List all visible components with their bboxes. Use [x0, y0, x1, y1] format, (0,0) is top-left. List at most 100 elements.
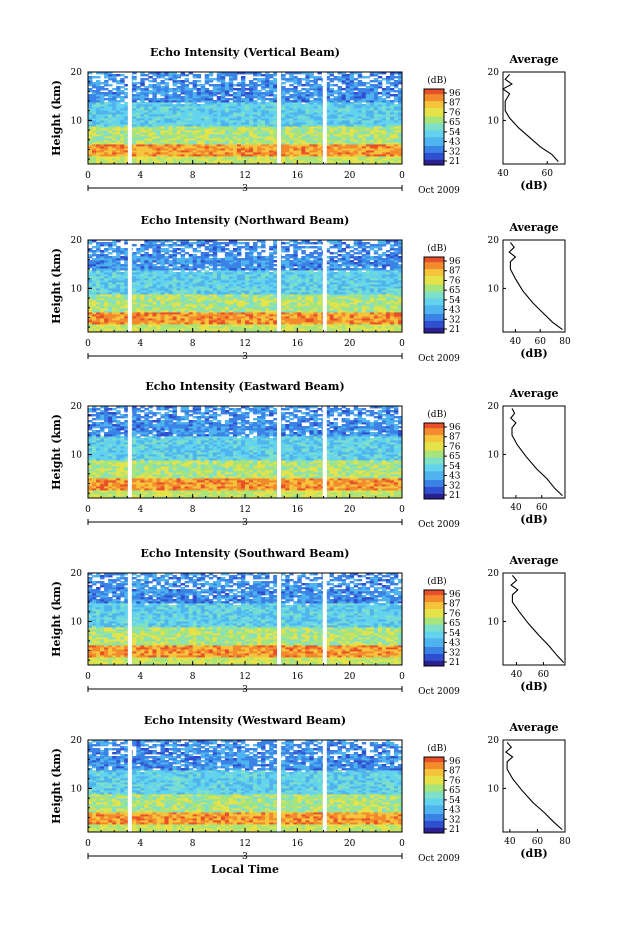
heatmap-cell [236, 162, 242, 165]
heatmap-cell [293, 148, 298, 151]
heatmap-cell [168, 156, 173, 159]
heatmap-cell [132, 112, 137, 115]
heatmap-cell [100, 130, 105, 133]
heatmap-cell [253, 130, 258, 133]
heatmap-cell [329, 120, 334, 123]
heatmap-cell [253, 146, 258, 149]
colorbar-tick-label: 87 [449, 99, 461, 109]
heatmap-cell [361, 112, 367, 115]
heatmap-cell [88, 126, 93, 129]
heatmap-cell [285, 122, 290, 125]
heatmap-cell [200, 122, 206, 125]
heatmap-cell [245, 136, 250, 139]
heatmap-cell [144, 110, 149, 113]
heatmap-cell [341, 124, 347, 127]
heatmap-cell [385, 150, 391, 153]
heatmap-cell [124, 132, 129, 135]
heatmap-cell [245, 124, 250, 127]
heatmap-cell [301, 120, 306, 123]
heatmap-cell [353, 142, 359, 145]
heatmap-cell [172, 156, 177, 159]
heatmap-cell [152, 114, 157, 117]
heatmap-cell [313, 150, 318, 153]
heatmap-cell [108, 120, 113, 123]
heatmap [88, 240, 403, 333]
heatmap-cell [236, 112, 242, 115]
heatmap-cell [144, 162, 149, 165]
heatmap-cell [204, 132, 210, 135]
heatmap-cell [265, 130, 270, 133]
heatmap-cell [176, 120, 181, 123]
heatmap-cell [168, 114, 173, 117]
heatmap-cell [297, 134, 302, 137]
heatmap-cell [257, 130, 262, 133]
heatmap-cell [249, 156, 254, 159]
heatmap-cell [188, 152, 194, 155]
heatmap-cell [148, 160, 153, 163]
heatmap-cell [148, 128, 153, 131]
heatmap-cell [397, 154, 403, 157]
heatmap-cell [261, 112, 266, 115]
heatmap-cell [216, 150, 222, 153]
heatmap-cell [289, 114, 294, 117]
heatmap-cell [333, 140, 338, 143]
heatmap-cell [345, 128, 351, 131]
heatmap-cell [381, 124, 387, 127]
heatmap-cell [345, 154, 351, 157]
heatmap-cell [196, 146, 202, 149]
heatmap-cell [184, 138, 190, 141]
heatmap-cell [172, 104, 177, 107]
heatmap-cell [164, 140, 169, 143]
heatmap-cell [301, 134, 306, 137]
heatmap-cell [345, 162, 351, 165]
heatmap-cell [301, 126, 306, 129]
heatmap-cell [373, 144, 379, 147]
heatmap-cell [240, 138, 246, 141]
heatmap-cell [269, 144, 274, 147]
heatmap-cell [120, 112, 125, 115]
heatmap-cell [188, 82, 194, 85]
heatmap-cell [236, 150, 242, 153]
heatmap-cell [92, 152, 97, 155]
heatmap-cell [132, 118, 137, 121]
heatmap-cell [136, 158, 141, 161]
heatmap-cell [269, 120, 274, 123]
heatmap-cell [245, 134, 250, 137]
heatmap-cell [281, 144, 286, 147]
heatmap-cell [220, 138, 226, 141]
heatmap-cell [357, 124, 363, 127]
heatmap-cell [289, 128, 294, 131]
heatmap-cell [297, 120, 302, 123]
heatmap-cell [188, 118, 194, 121]
heatmap-cell [357, 118, 363, 121]
heatmap-cell [245, 146, 250, 149]
heatmap-cell [200, 150, 206, 153]
heatmap-cell [349, 134, 355, 137]
heatmap-cell [228, 142, 234, 145]
heatmap-cell [232, 128, 238, 131]
heatmap-cell [341, 120, 347, 123]
heatmap-cell [329, 162, 334, 165]
heatmap-cell [124, 138, 129, 141]
heatmap-cell [112, 114, 117, 117]
heatmap-cell [349, 136, 355, 139]
heatmap-cell [236, 144, 242, 147]
heatmap-cell [317, 132, 322, 135]
heatmap-cell [124, 162, 129, 165]
heatmap-cell [309, 120, 314, 123]
heatmap-cell [116, 128, 121, 131]
heatmap-cell [112, 140, 117, 143]
heatmap-cell [108, 90, 113, 93]
heatmap-cell [164, 114, 169, 117]
heatmap-cell [329, 144, 334, 147]
heatmap-cell [249, 142, 254, 145]
heatmap-cell [337, 156, 343, 159]
heatmap-cell [245, 140, 250, 143]
heatmap-cell [257, 120, 262, 123]
heatmap-cell [393, 130, 399, 133]
heatmap-cell [224, 98, 230, 101]
heatmap-cell [349, 112, 355, 115]
heatmap-cell [257, 114, 262, 117]
heatmap-cell [232, 124, 238, 127]
heatmap-cell [168, 146, 173, 149]
